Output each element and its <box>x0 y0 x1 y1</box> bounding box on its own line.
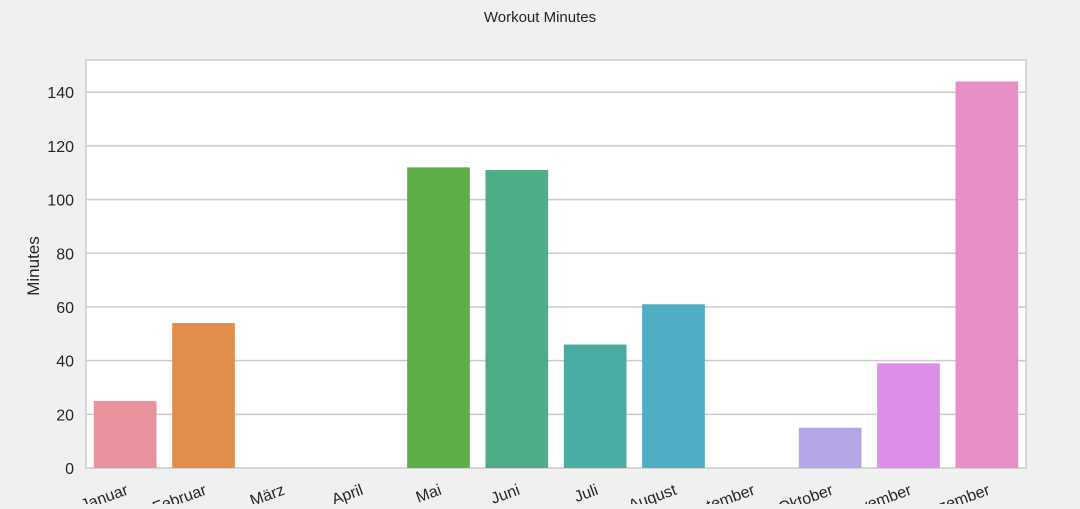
x-tick-label: September <box>678 482 758 504</box>
x-tick-label: November <box>839 482 915 504</box>
bar <box>485 170 549 469</box>
bar <box>93 400 157 468</box>
y-tick-label: 100 <box>47 193 74 210</box>
y-tick-label: 80 <box>56 246 74 263</box>
bar <box>877 363 940 468</box>
y-tick-label: 120 <box>47 139 74 156</box>
bar <box>955 81 1019 468</box>
x-tick-label: Dezember <box>917 482 993 504</box>
x-tick-label: Juli <box>572 482 600 504</box>
x-tick-label: Oktober <box>776 482 836 504</box>
grid-lines <box>86 91 1026 416</box>
x-tick-label: Januar <box>79 482 131 504</box>
plot-area <box>85 59 1027 469</box>
bar <box>407 167 470 469</box>
bar <box>642 304 705 468</box>
y-tick-label: 20 <box>56 407 74 424</box>
bar <box>798 427 862 468</box>
x-tick-label: April <box>330 482 366 504</box>
x-tick-label: August <box>626 482 679 504</box>
x-tick-label: Februar <box>150 482 209 504</box>
x-tick-label: Mai <box>414 482 444 504</box>
bar <box>172 323 235 468</box>
x-tick-label: März <box>248 482 287 504</box>
x-axis-ticks: Januar Februar März April Mai Juni Juli AugustS… <box>79 482 993 509</box>
y-tick-label: 40 <box>56 354 74 371</box>
y-axis-label: Minutes <box>24 236 43 296</box>
x-tick-label: Juni <box>489 482 522 504</box>
y-tick-label: 140 <box>47 85 74 102</box>
y-axis-ticks: 0 20 40 60 80 100 120 140 <box>47 85 74 478</box>
bar <box>563 344 627 468</box>
y-tick-label: 0 <box>65 461 74 478</box>
y-tick-label: 60 <box>56 300 74 317</box>
bars <box>93 81 1019 469</box>
chart-title: Workout Minutes <box>484 9 596 26</box>
